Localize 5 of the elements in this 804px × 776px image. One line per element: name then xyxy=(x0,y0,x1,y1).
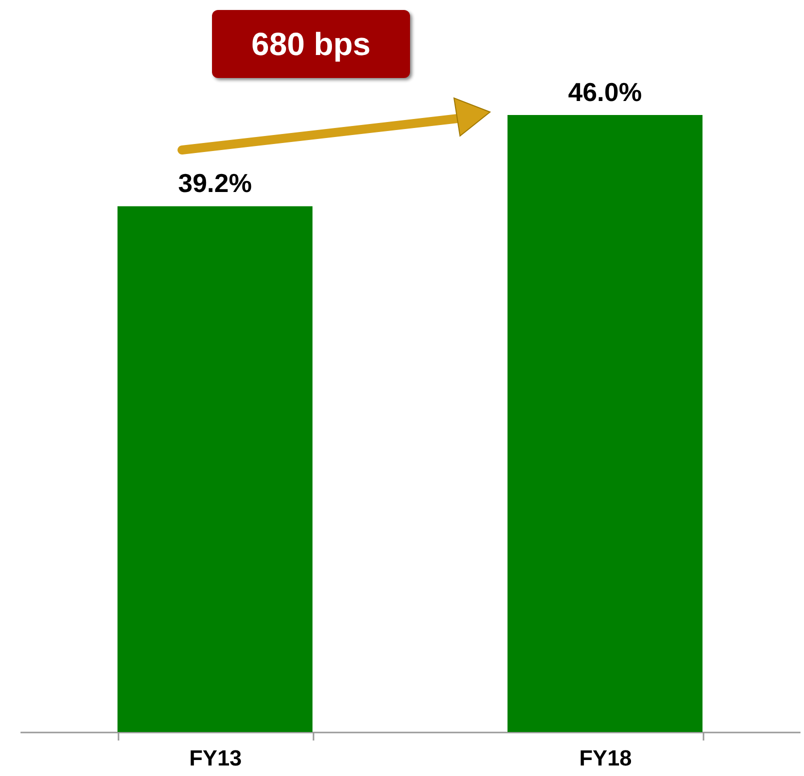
x-tick-label: FY13 xyxy=(189,746,242,770)
x-tick-label: FY18 xyxy=(579,746,632,770)
data-label: 39.2% xyxy=(178,168,252,198)
data-label: 46.0% xyxy=(568,77,642,107)
text: 680 bps xyxy=(212,10,410,78)
